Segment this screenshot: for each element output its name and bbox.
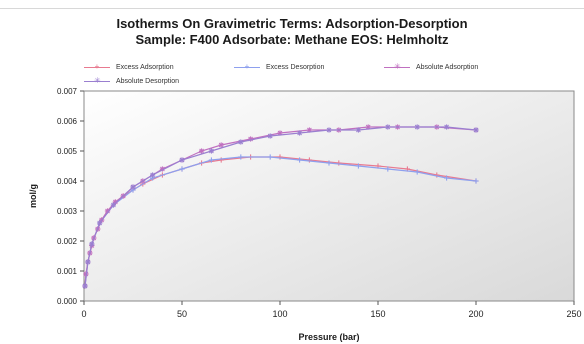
legend-label: Absolute Desorption [116,77,180,85]
x-tick-label: 100 [272,309,287,319]
data-point [89,241,95,247]
y-tick-label: 0.005 [57,147,78,156]
data-point [326,127,332,133]
data-point [473,127,479,133]
x-tick-label: 150 [370,309,385,319]
legend-swatch: + [234,63,260,71]
data-point [238,139,244,145]
legend-swatch: + [84,63,110,71]
data-point [356,127,361,133]
data-point [414,124,420,130]
data-point [179,157,185,163]
legend-swatch: ✳ [384,63,410,71]
legend: + Excess Adsorption + Excess Desorption … [84,61,574,89]
data-point [209,148,214,154]
legend-item-excess-desorption: + Excess Desorption [234,61,324,73]
data-point [105,208,110,214]
data-point [267,133,273,139]
data-point [199,148,204,154]
y-tick-label: 0.004 [57,177,78,186]
data-point [113,199,118,205]
legend-swatch: ✳ [84,77,110,85]
data-point [277,130,283,136]
chart-subtitle: Sample: F400 Adsorbate: Methane EOS: Hel… [135,32,449,47]
legend-item-excess-adsorption: + Excess Adsorption [84,61,174,73]
data-point [150,172,155,178]
series-line [84,126,477,287]
data-point [444,124,449,130]
x-tick-label: 200 [468,309,483,319]
data-point [97,220,103,226]
plot-area [83,90,575,302]
x-tick-label: 0 [81,309,86,319]
data-point [82,283,88,289]
data-point [218,142,224,148]
y-axis-label: mol/g [28,184,38,208]
data-point [111,202,116,208]
top-divider [0,8,584,9]
data-point [130,184,136,190]
y-tick-label: 0.006 [57,117,78,126]
legend-label: Excess Adsorption [116,63,174,71]
y-tick-label: 0.002 [57,237,78,246]
legend-label: Excess Desorption [266,63,325,71]
series-absolute-desorption [82,124,479,289]
y-tick-label: 0.003 [57,207,78,216]
data-point [297,130,302,136]
legend-item-absolute-desorption: ✳ Absolute Desorption [84,75,179,87]
legend-label: Absolute Adsorption [416,63,479,71]
legend-item-absolute-adsorption: ✳ Absolute Adsorption [384,61,478,73]
data-point [385,124,391,130]
y-tick-label: 0.000 [57,297,78,306]
data-point [85,259,91,265]
data-point [307,127,312,133]
y-tick-label: 0.001 [57,267,78,276]
x-tick-label: 50 [177,309,187,319]
y-tick-label: 0.007 [57,87,78,96]
chart-title: Isotherms On Gravimetric Terms: Adsorpti… [116,16,468,31]
x-axis-label: Pressure (bar) [298,332,359,342]
x-tick-label: 250 [566,309,581,319]
data-point [365,124,371,130]
